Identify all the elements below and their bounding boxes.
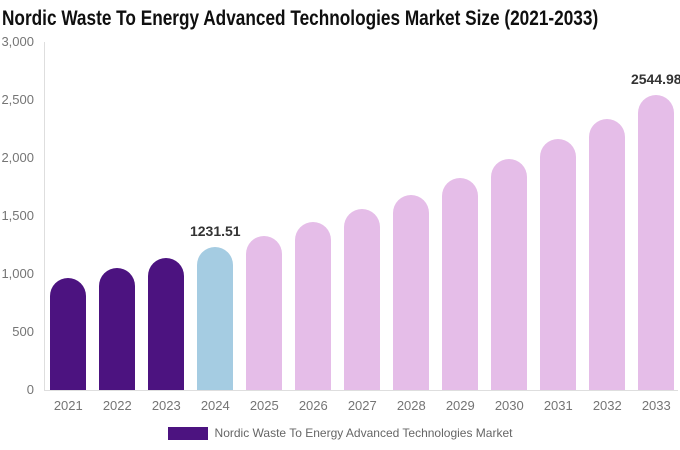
- value-label-2033: 2544.98: [630, 70, 680, 87]
- bar-2028[interactable]: [393, 194, 430, 390]
- x-label-2023: 2023: [151, 398, 181, 413]
- y-tick-2000: 2,000: [1, 150, 34, 165]
- x-label-2022: 2022: [102, 398, 132, 413]
- x-label-2031: 2031: [543, 398, 573, 413]
- x-label-2033: 2033: [641, 398, 671, 413]
- x-label-2025: 2025: [249, 398, 279, 413]
- y-axis-line: [44, 42, 45, 390]
- bar-2030[interactable]: [491, 159, 528, 390]
- y-tick-0: 0: [26, 382, 34, 397]
- x-label-2024: 2024: [200, 398, 230, 413]
- legend-label: Nordic Waste To Energy Advanced Technolo…: [214, 426, 513, 440]
- y-tick-500: 500: [12, 324, 34, 339]
- bar-2025[interactable]: [246, 235, 283, 390]
- bar-2033[interactable]: [638, 94, 675, 390]
- x-label-2026: 2026: [298, 398, 328, 413]
- x-axis-line: [44, 390, 678, 391]
- bar-2026[interactable]: [295, 222, 332, 390]
- legend: Nordic Waste To Energy Advanced Technolo…: [0, 426, 680, 441]
- chart-title: Nordic Waste To Energy Advanced Technolo…: [2, 7, 599, 30]
- x-label-2028: 2028: [396, 398, 426, 413]
- y-tick-2500: 2,500: [1, 92, 34, 107]
- bar-2027[interactable]: [344, 209, 381, 390]
- bar-2029[interactable]: [442, 177, 479, 390]
- bar-2022[interactable]: [99, 268, 136, 390]
- x-label-2027: 2027: [347, 398, 377, 413]
- bar-2023[interactable]: [148, 257, 185, 390]
- value-label-2024: 1231.51: [189, 223, 241, 240]
- x-label-2029: 2029: [445, 398, 475, 413]
- y-tick-1000: 1,000: [1, 266, 34, 281]
- x-label-2021: 2021: [53, 398, 83, 413]
- x-label-2032: 2032: [592, 398, 622, 413]
- bar-2031[interactable]: [540, 139, 577, 390]
- bar-2024[interactable]: [197, 247, 234, 390]
- bar-2021[interactable]: [50, 278, 87, 390]
- x-label-2030: 2030: [494, 398, 524, 413]
- y-tick-1500: 1,500: [1, 208, 34, 223]
- bar-2032[interactable]: [589, 119, 626, 390]
- legend-swatch: [167, 427, 208, 440]
- y-tick-3000: 3,000: [1, 34, 34, 49]
